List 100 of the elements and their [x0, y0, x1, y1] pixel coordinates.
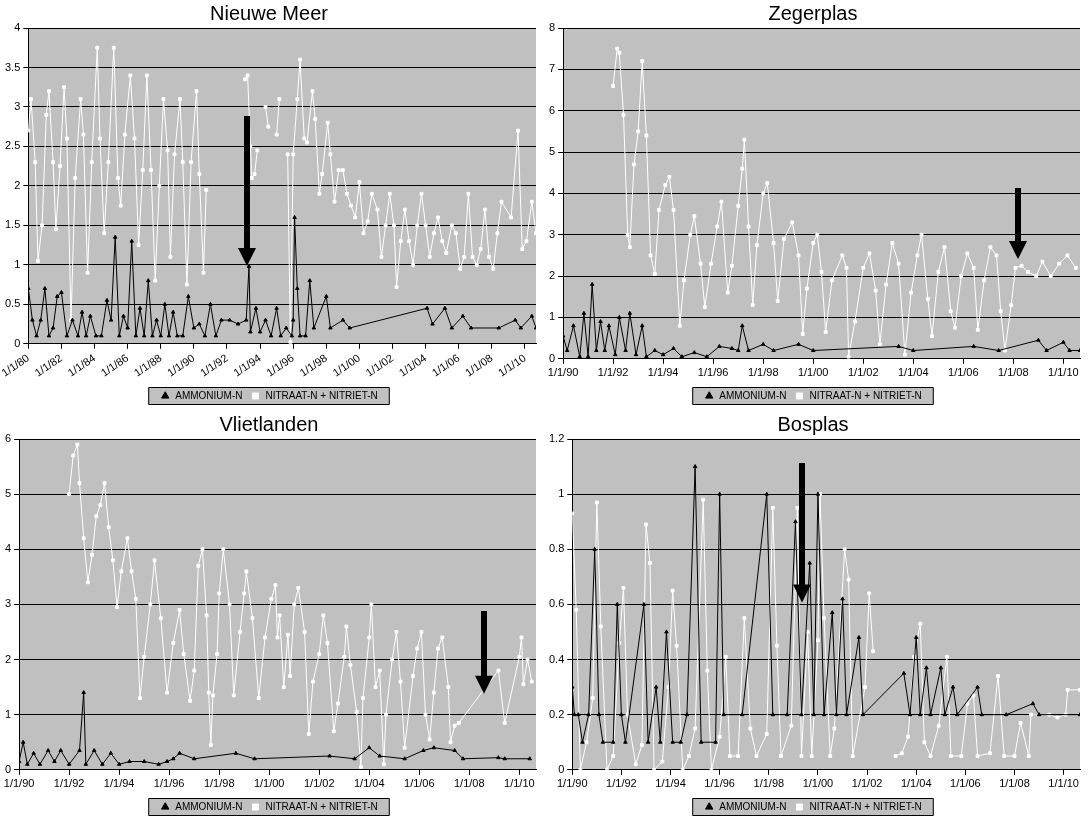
point: [979, 712, 984, 717]
point: [771, 348, 776, 353]
point: [971, 343, 976, 348]
point: [938, 665, 944, 670]
y-tick-label: 0.4: [548, 652, 565, 665]
point: [692, 464, 698, 469]
point: [1044, 348, 1049, 353]
point: [844, 712, 849, 717]
point: [721, 712, 726, 717]
x-tick-label: 1/1/02: [303, 777, 335, 790]
y-tick-label: 0.6: [548, 597, 565, 610]
y-tick-label: 4: [548, 186, 556, 199]
point: [834, 712, 839, 717]
x-tick-label: 1/1/10: [1048, 777, 1079, 790]
point: [594, 348, 599, 353]
x-tick-label: 1/1/90: [547, 366, 579, 379]
point: [645, 739, 651, 744]
x-tick-label: 1/1/10: [1048, 366, 1079, 379]
x-tick-label: 1/1/00: [253, 777, 285, 790]
x-tick-label: 1/1/94: [103, 777, 135, 790]
point: [830, 610, 835, 615]
point: [252, 756, 257, 761]
point: [911, 348, 916, 353]
point: [141, 759, 147, 764]
point: [452, 748, 457, 752]
point: [31, 750, 36, 755]
point: [627, 310, 633, 315]
point: [592, 546, 597, 551]
legend-label: AMMONIUM-N: [719, 389, 787, 401]
point: [639, 323, 645, 328]
y-tick-label: 3: [4, 597, 12, 610]
point: [81, 690, 86, 695]
x-tick-label: 1/1/92: [606, 777, 637, 790]
x-tick-label: 1/1/98: [747, 366, 779, 379]
y-tick-label: 0: [548, 351, 556, 364]
x-tick-label: 1/1/94: [655, 777, 686, 790]
point: [684, 712, 690, 717]
y-tick-label: 1.5: [4, 218, 21, 231]
y-tick-label: 0.5: [4, 297, 21, 310]
legend-label: AMMONIUM-N: [175, 389, 243, 401]
point: [633, 352, 639, 357]
point: [811, 712, 817, 717]
y-tick-label: 8: [548, 21, 556, 34]
point: [431, 745, 437, 750]
y-tick-label: 6: [4, 432, 12, 445]
point: [623, 739, 628, 744]
x-tick-label: 1/1/98: [203, 777, 235, 790]
point: [918, 712, 923, 717]
point: [698, 739, 704, 744]
x-tick-label: 1/1/02: [847, 366, 879, 379]
point: [52, 759, 57, 764]
point: [171, 756, 176, 761]
x-tick-label: 1/1/04: [900, 777, 932, 790]
point: [610, 739, 616, 744]
point: [924, 665, 929, 670]
point: [164, 759, 170, 764]
point: [572, 712, 577, 717]
y-tick-label: 1: [4, 707, 12, 720]
point: [116, 761, 122, 766]
point: [613, 352, 618, 357]
point: [810, 348, 816, 353]
point: [598, 319, 603, 324]
point: [77, 748, 82, 752]
point: [679, 354, 685, 359]
y-tick-label: 2: [4, 652, 12, 665]
point: [652, 348, 658, 353]
point: [660, 352, 666, 357]
point: [585, 354, 591, 359]
point: [896, 343, 901, 348]
x-tick-label: 1/1/96: [697, 366, 729, 379]
point: [20, 739, 26, 744]
point: [1067, 348, 1072, 353]
point: [367, 745, 372, 750]
point: [764, 491, 769, 496]
point: [327, 753, 332, 758]
x-tick-label: 1/1/06: [950, 777, 981, 790]
y-tick-label: 0: [4, 762, 12, 775]
point: [108, 750, 114, 755]
point: [100, 761, 105, 766]
x-tick-label: 1/1/96: [704, 777, 735, 790]
point: [623, 348, 628, 353]
point: [799, 712, 804, 717]
y-tick-label: 2: [548, 269, 556, 282]
x-tick-label: 1/1/90: [556, 777, 588, 790]
point: [950, 684, 956, 689]
point: [580, 739, 585, 744]
point: [678, 739, 683, 744]
x-tick-label: 1/1/98: [753, 777, 785, 790]
y-tick-label: 3: [548, 227, 556, 240]
point: [717, 491, 722, 496]
x-tick-label: 1/1/94: [647, 366, 679, 379]
point: [821, 712, 827, 717]
x-tick-label: 1/1/06: [404, 777, 435, 790]
point: [975, 684, 980, 689]
y-tick-label: 6: [548, 103, 556, 116]
x-tick-label: 1/1/04: [353, 777, 385, 790]
point: [671, 345, 676, 350]
chart-title: Zegerplas: [768, 1, 858, 24]
point: [692, 350, 697, 355]
x-tick-label: 1/1/00: [802, 777, 834, 790]
